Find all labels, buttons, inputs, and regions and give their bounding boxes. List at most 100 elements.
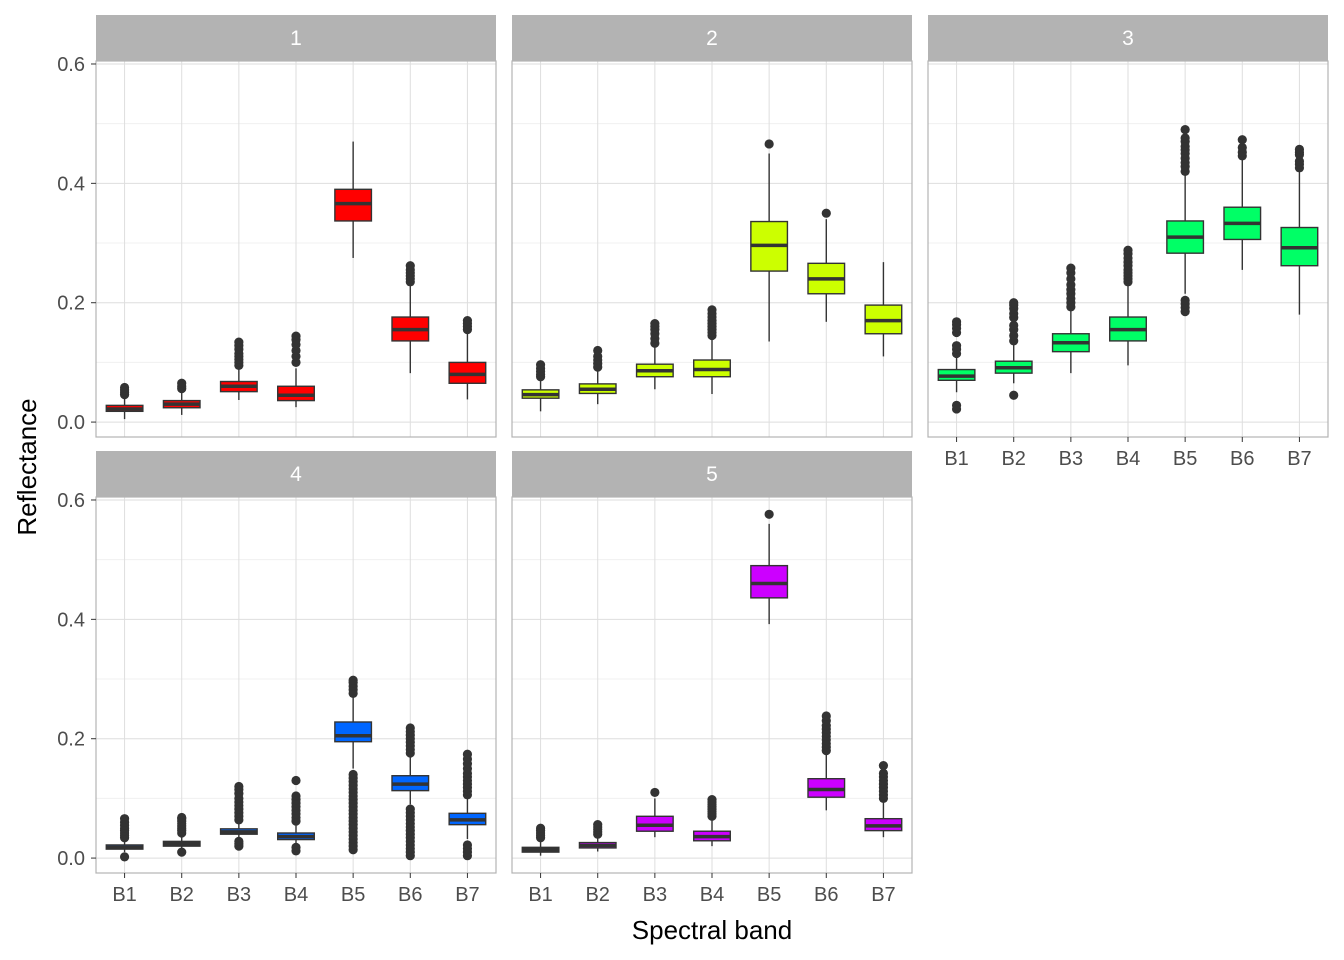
strip-background: [928, 15, 1328, 61]
box-body: [750, 564, 789, 599]
y-tick-label: 0.2: [57, 729, 85, 751]
y-tick-label: 0.0: [57, 412, 85, 434]
x-tick-label: B5: [757, 884, 781, 906]
outlier-point: [650, 319, 660, 329]
outlier-point: [177, 378, 187, 388]
x-tick-label: B3: [227, 884, 251, 906]
outlier-point: [1237, 142, 1247, 153]
strip-label: 4: [290, 463, 302, 486]
outlier-point: [119, 382, 130, 393]
panel-4: 4 0.0 0.2 0.4 0.6 B1 B2 B3 B4 B5 B6 B7: [57, 451, 497, 906]
outlier-point: [821, 208, 831, 218]
outlier-point: [405, 261, 415, 271]
x-tick-label: B7: [1287, 448, 1311, 470]
box-B3: [219, 781, 258, 851]
y-tick-label: 0.6: [57, 54, 85, 76]
panel-1: 1 0.0 0.2 0.4 0.6: [57, 15, 497, 438]
outlier-point: [593, 820, 603, 830]
box-body: [277, 385, 315, 402]
box-B2: [994, 298, 1033, 400]
strip-background: [512, 15, 912, 61]
box-B4: [693, 794, 731, 847]
outlier-point: [1009, 390, 1019, 400]
strip-background: [96, 451, 496, 497]
y-axis-title: Reflectance: [12, 398, 42, 535]
x-tick-label: B2: [585, 884, 609, 906]
outlier-point: [291, 331, 301, 341]
x-axis-title: Spectral band: [632, 915, 792, 945]
outlier-point: [405, 804, 415, 814]
strip-label: 1: [290, 27, 302, 50]
x-tick-label: B2: [1001, 448, 1025, 470]
outlier-point: [1009, 298, 1019, 308]
panel-border: [511, 60, 913, 438]
panels-layer: 1 0.0 0.2 0.4 0.6 2 3 B1 B2 B3 B4 B5 B6 B7 4 0.0 0.2 0.4 0…: [57, 15, 1329, 906]
box-B3: [219, 337, 258, 400]
box-B2: [578, 820, 617, 852]
outlier-point: [764, 509, 774, 519]
box-B7: [864, 760, 903, 838]
box-B5: [334, 141, 373, 258]
outlier-point: [878, 760, 889, 771]
panel-border: [95, 60, 497, 438]
outlier-point: [1294, 156, 1305, 166]
x-tick-label: B4: [284, 884, 308, 906]
box-B7: [864, 262, 903, 357]
outlier-point: [764, 139, 774, 149]
outlier-point: [348, 675, 358, 685]
outlier-point: [234, 781, 244, 792]
box-B7: [1280, 144, 1319, 315]
strip-label: 5: [706, 463, 718, 486]
x-tick-label: B2: [169, 884, 193, 906]
box-B3: [635, 787, 674, 838]
outlier-point: [1180, 295, 1190, 305]
outlier-point: [535, 823, 546, 833]
outlier-point: [119, 852, 130, 862]
x-tick-label: B5: [341, 884, 365, 906]
outlier-point: [119, 814, 130, 824]
box-B2: [578, 345, 617, 405]
box-B1: [521, 360, 560, 412]
box-body: [334, 721, 373, 743]
box-B6: [391, 723, 430, 861]
outlier-point: [462, 749, 473, 759]
outlier-point: [821, 711, 831, 721]
x-tick-label: B3: [1059, 448, 1083, 470]
box-B4: [693, 305, 731, 395]
outlier-point: [1180, 125, 1190, 135]
x-tick-label: B1: [944, 448, 968, 470]
outlier-point: [1123, 245, 1133, 255]
box-B4: [277, 331, 315, 408]
strip-label: 2: [706, 27, 718, 50]
y-tick-label: 0.4: [57, 173, 85, 195]
panel-2: 2: [511, 15, 913, 438]
outlier-point: [951, 341, 962, 351]
outlier-point: [405, 723, 415, 733]
box-B5: [750, 509, 789, 625]
box-B5: [334, 675, 373, 855]
box-B3: [635, 319, 674, 390]
x-tick-label: B1: [112, 884, 136, 906]
outlier-point: [177, 812, 187, 823]
box-B5: [750, 139, 789, 342]
x-tick-label: B7: [871, 884, 895, 906]
box-B5: [1166, 125, 1205, 317]
box-B1: [937, 317, 976, 414]
outlier-point: [878, 768, 889, 778]
x-tick-label: B4: [1116, 448, 1140, 470]
outlier-point: [177, 847, 187, 857]
y-tick-label: 0.0: [57, 848, 85, 870]
outlier-point: [951, 400, 962, 410]
outlier-point: [291, 842, 301, 852]
panel-3: 3 B1 B2 B3 B4 B5 B6 B7: [927, 15, 1329, 470]
outlier-point: [535, 360, 546, 370]
box-B7: [448, 749, 487, 861]
x-tick-label: B6: [398, 884, 422, 906]
box-B1: [105, 382, 144, 420]
x-tick-label: B7: [455, 884, 479, 906]
outlier-point: [348, 769, 358, 780]
outlier-point: [1294, 144, 1305, 154]
box-B2: [162, 812, 201, 857]
box-B4: [1109, 245, 1147, 366]
